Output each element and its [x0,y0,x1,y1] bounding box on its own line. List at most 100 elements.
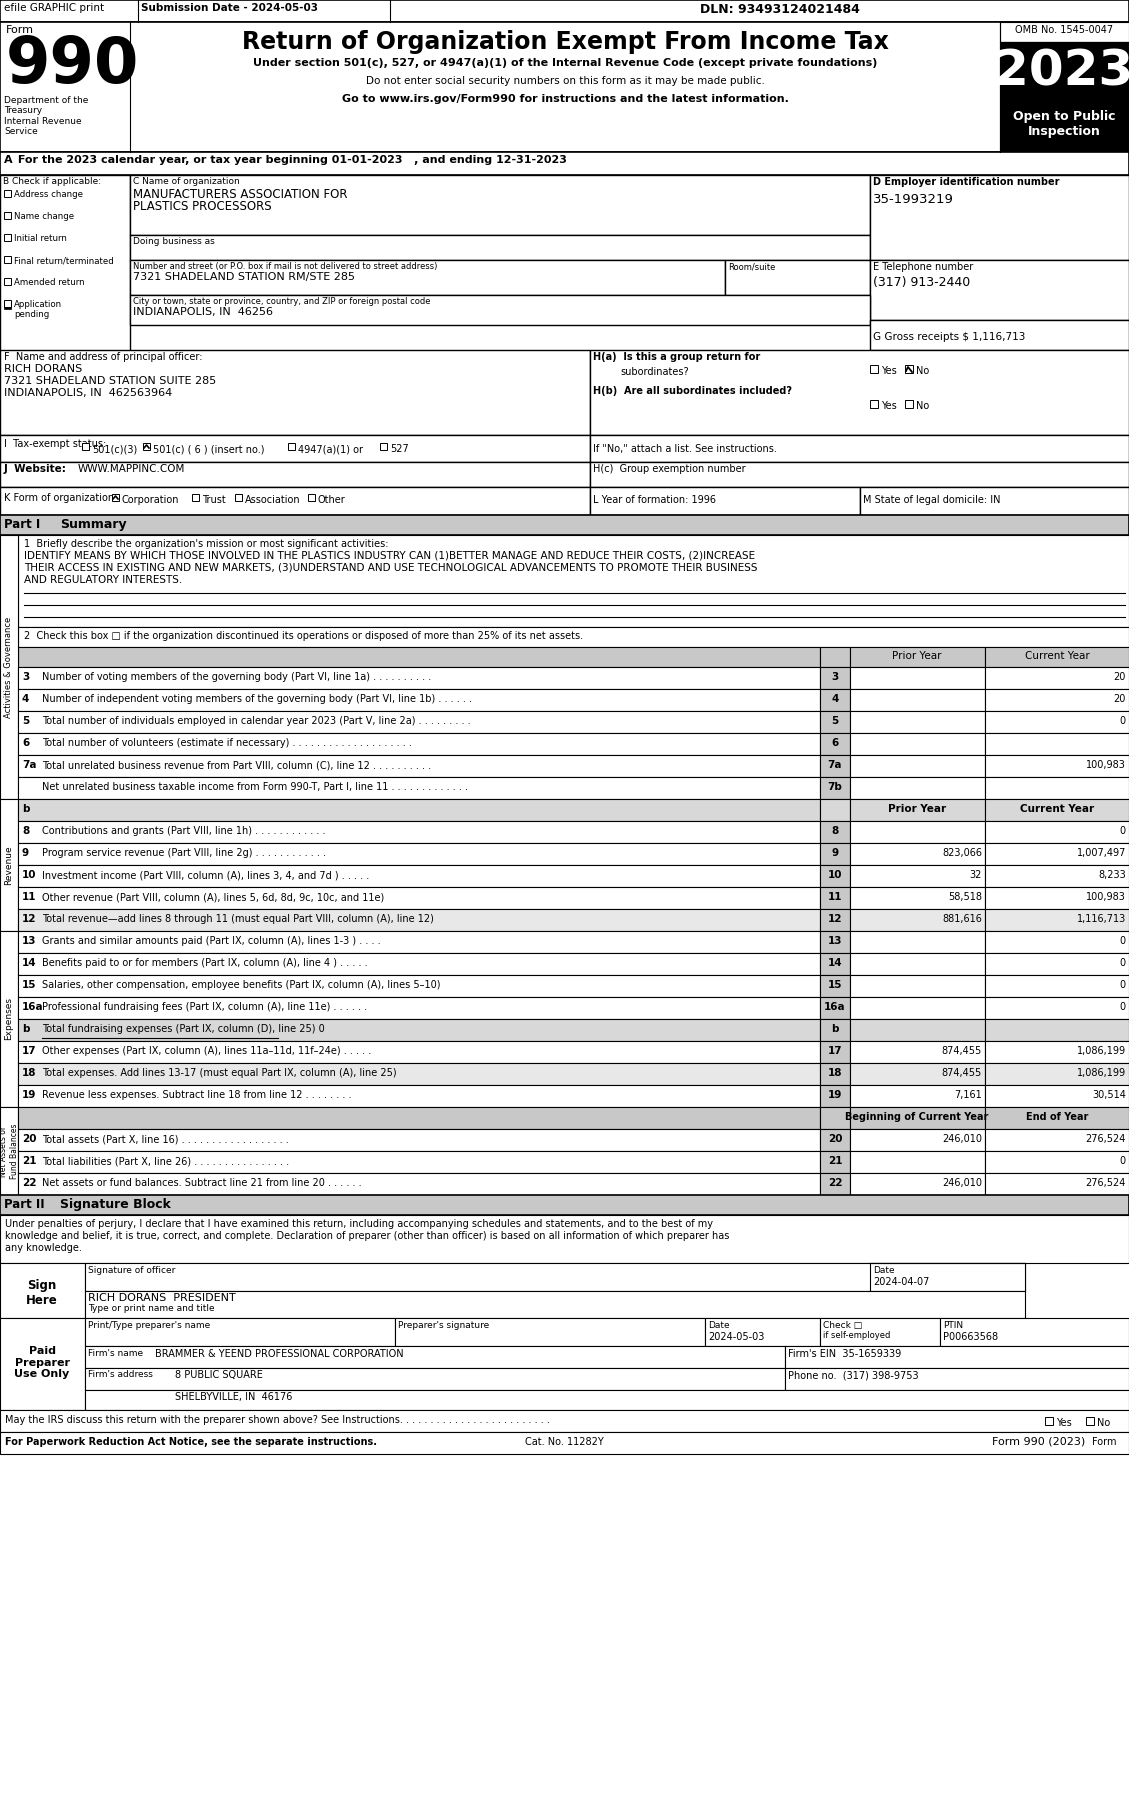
Bar [850,843,984,865]
Text: MANUFACTURERS ASSOCIATION FOR: MANUFACTURERS ASSOCIATION FOR [133,187,348,202]
Bar [18,843,820,865]
Text: 823,066: 823,066 [942,849,982,858]
Bar [850,997,984,1018]
Bar [380,443,387,450]
Bar [785,1346,1129,1368]
Text: 22: 22 [21,1179,36,1188]
Text: 13: 13 [21,935,36,946]
Bar [18,667,820,688]
Bar [85,1389,1129,1409]
Text: b: b [21,804,29,815]
Text: 1,086,199: 1,086,199 [1077,1045,1126,1056]
Bar [984,1130,1129,1151]
Bar [18,932,820,953]
Text: No: No [916,366,929,377]
Text: H(b)  Are all subordinates included?: H(b) Are all subordinates included? [593,386,793,396]
Text: Under penalties of perjury, I declare that I have examined this return, includin: Under penalties of perjury, I declare th… [5,1218,714,1229]
Bar [1000,41,1129,106]
Text: efile GRAPHIC print: efile GRAPHIC print [5,4,104,13]
Text: Net unrelated business taxable income from Form 990-T, Part I, line 11 . . . . .: Net unrelated business taxable income fr… [42,782,469,793]
Text: Number of voting members of the governing body (Part VI, line 1a) . . . . . . . : Number of voting members of the governin… [42,672,431,681]
Text: Beginning of Current Year: Beginning of Current Year [846,1112,989,1123]
Text: 32: 32 [970,870,982,879]
Bar [820,777,850,798]
Text: any knowledge.: any knowledge. [5,1243,82,1252]
Text: BRAMMER & YEEND PROFESSIONAL CORPORATION: BRAMMER & YEEND PROFESSIONAL CORPORATION [155,1350,404,1359]
Text: Total number of individuals employed in calendar year 2023 (Part V, line 2a) . .: Total number of individuals employed in … [42,715,471,726]
Bar [984,688,1129,712]
Text: Amended return: Amended return [14,278,85,287]
Bar [0,350,590,434]
Text: 7a: 7a [21,760,36,769]
Bar [984,932,1129,953]
Bar [984,755,1129,777]
Bar [18,1106,820,1130]
Bar [395,1317,704,1346]
Bar [850,647,984,667]
Text: 7a: 7a [828,760,842,769]
Bar [0,1215,1129,1263]
Bar [984,1106,1129,1130]
Text: Net Assets or
Fund Balances: Net Assets or Fund Balances [0,1123,19,1179]
Text: Form 990 (2023): Form 990 (2023) [991,1436,1085,1447]
Text: Benefits paid to or for members (Part IX, column (A), line 4 ) . . . . .: Benefits paid to or for members (Part IX… [42,959,368,968]
Bar [984,843,1129,865]
Text: 276,524: 276,524 [1086,1133,1126,1144]
Bar [860,487,1129,515]
Bar [820,667,850,688]
Bar [850,908,984,932]
Bar [18,798,820,822]
Text: 3: 3 [21,672,29,681]
Text: Revenue less expenses. Subtract line 18 from line 12 . . . . . . . .: Revenue less expenses. Subtract line 18 … [42,1090,351,1099]
Text: SHELBYVILLE, IN  46176: SHELBYVILLE, IN 46176 [175,1391,292,1402]
Bar [820,1063,850,1085]
Bar [590,461,1129,487]
Text: THEIR ACCESS IN EXISTING AND NEW MARKETS, (3)UNDERSTAND AND USE TECHNOLOGICAL AD: THEIR ACCESS IN EXISTING AND NEW MARKETS… [24,562,758,573]
Text: Total unrelated business revenue from Part VIII, column (C), line 12 . . . . . .: Total unrelated business revenue from Pa… [42,760,431,769]
Bar [85,1317,395,1346]
Text: 30,514: 30,514 [1092,1090,1126,1099]
Text: 35-1993219: 35-1993219 [873,193,954,205]
Text: 13: 13 [828,935,842,946]
Text: C Name of organization: C Name of organization [133,177,239,186]
Text: Trust: Trust [202,496,226,505]
Text: 17: 17 [828,1045,842,1056]
Bar [820,1151,850,1173]
Text: 1,007,497: 1,007,497 [1077,849,1126,858]
Text: 527: 527 [390,443,409,454]
Text: 20: 20 [21,1133,36,1144]
Text: 16a: 16a [21,1002,44,1013]
Text: 15: 15 [21,980,36,989]
Bar [850,975,984,997]
Text: 7b: 7b [828,782,842,793]
Text: Other revenue (Part VIII, column (A), lines 5, 6d, 8d, 9c, 10c, and 11e): Other revenue (Part VIII, column (A), li… [42,892,384,903]
Bar [984,1018,1129,1042]
Bar [235,494,242,501]
Text: 5: 5 [831,715,839,726]
Text: Professional fundraising fees (Part IX, column (A), line 11e) . . . . . .: Professional fundraising fees (Part IX, … [42,1002,367,1013]
Bar [143,443,150,450]
Bar [18,777,820,798]
Bar [18,712,820,733]
Text: Room/suite: Room/suite [728,261,776,270]
Text: Date: Date [873,1267,894,1276]
Text: 6: 6 [831,739,839,748]
Bar [820,1085,850,1106]
Bar [984,777,1129,798]
Text: 17: 17 [21,1045,36,1056]
Bar [308,494,315,501]
Text: No: No [1097,1418,1110,1427]
Text: H(c)  Group exemption number: H(c) Group exemption number [593,463,745,474]
Bar [0,22,1129,151]
Text: Yes: Yes [1056,1418,1071,1427]
Bar [1086,1416,1094,1425]
Text: Sign
Here: Sign Here [26,1279,58,1306]
Text: End of Year: End of Year [1026,1112,1088,1123]
Text: 19: 19 [21,1090,36,1099]
Text: Check □: Check □ [823,1321,863,1330]
Bar [590,434,1129,461]
Bar [785,1368,1129,1389]
Text: Number and street (or P.O. box if mail is not delivered to street address): Number and street (or P.O. box if mail i… [133,261,437,270]
Bar [5,189,11,196]
Text: I  Tax-exempt status:: I Tax-exempt status: [5,440,106,449]
